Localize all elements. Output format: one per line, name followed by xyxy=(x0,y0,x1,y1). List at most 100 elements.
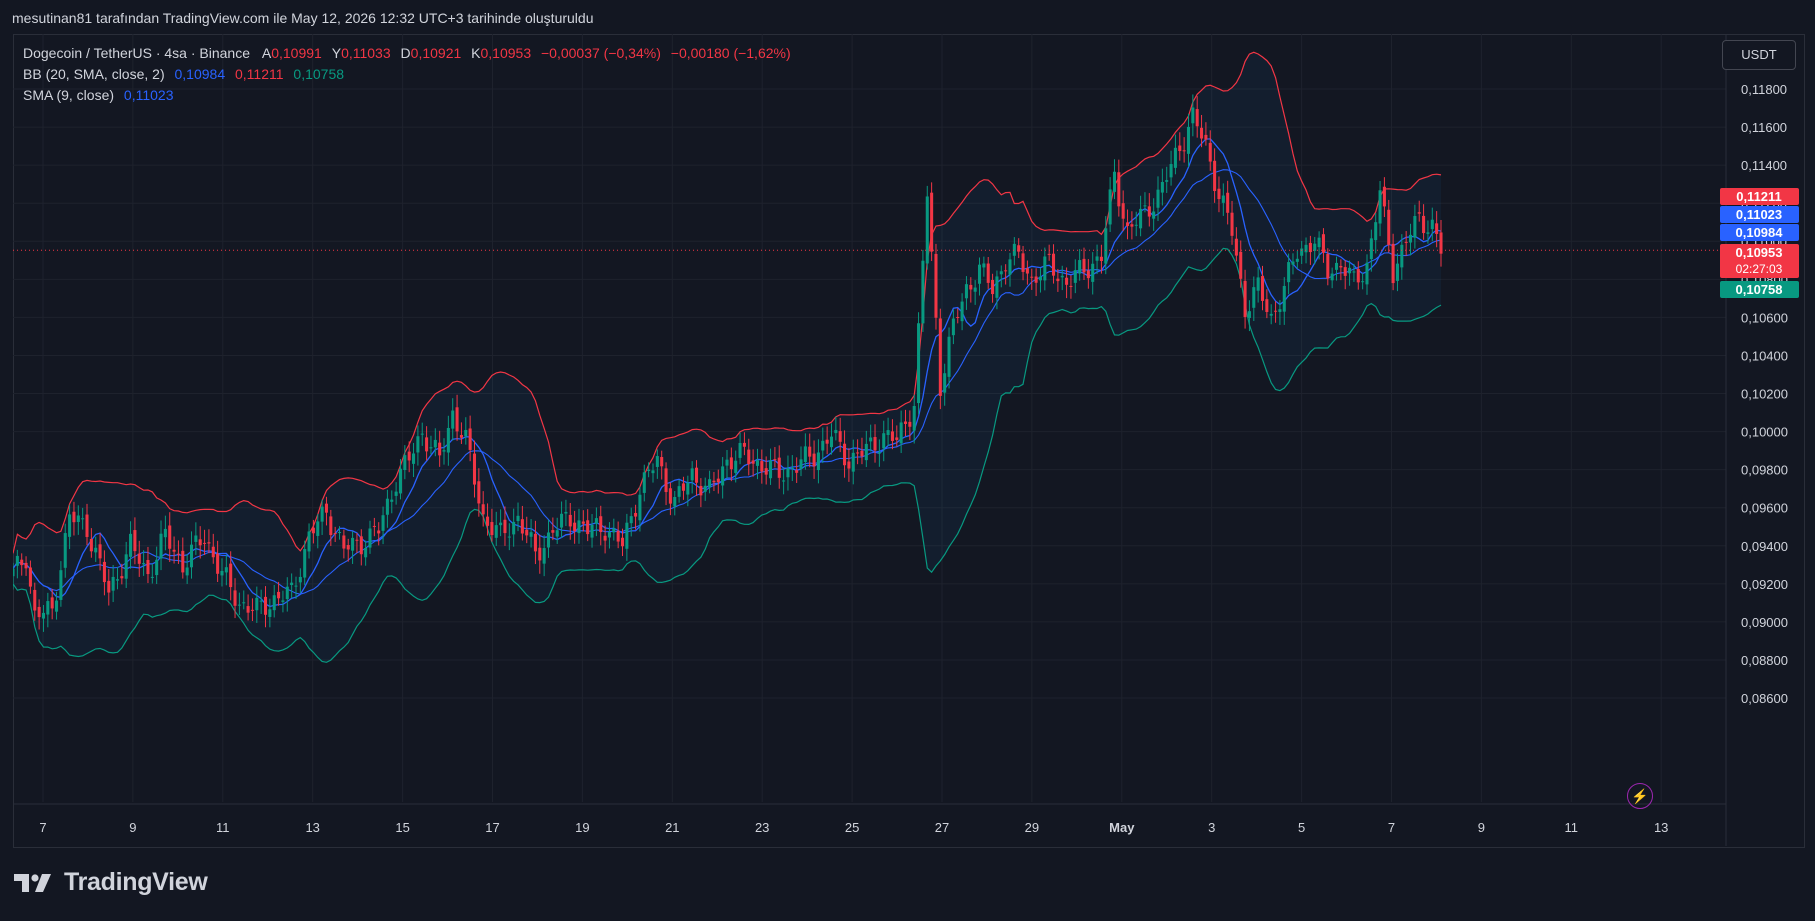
candle-body xyxy=(808,446,812,457)
candle-body xyxy=(1117,172,1121,207)
chart-caption: mesutinan81 tarafından TradingView.com i… xyxy=(12,10,594,26)
candle-body xyxy=(1195,109,1199,127)
candle-body xyxy=(1200,127,1204,139)
candle-body xyxy=(786,468,790,478)
candle-body xyxy=(416,436,420,453)
candle-body xyxy=(50,597,54,609)
candle-body xyxy=(155,559,159,576)
candle-body xyxy=(1426,232,1430,234)
candle-body xyxy=(1160,181,1164,193)
candle-body xyxy=(468,428,472,450)
candle-body xyxy=(303,549,307,578)
candle-body xyxy=(538,547,542,561)
candle-body xyxy=(115,579,120,581)
candle-body xyxy=(311,527,315,534)
candle-body xyxy=(259,600,263,602)
candle-body xyxy=(1391,243,1395,284)
candle-body xyxy=(107,580,111,593)
candle-body xyxy=(446,427,450,453)
candle-body xyxy=(1439,232,1443,254)
candle-body xyxy=(68,514,72,537)
candle-body xyxy=(403,455,407,471)
bb-upper-line xyxy=(13,51,1442,554)
legend-open-value: 0,10991 xyxy=(271,45,322,61)
candle-body xyxy=(233,590,237,606)
candle-body xyxy=(581,521,585,524)
candle-body xyxy=(120,576,124,579)
x-tick-label: 3 xyxy=(1208,820,1215,835)
lightning-icon[interactable]: ⚡ xyxy=(1627,783,1653,809)
candle-body xyxy=(94,547,98,553)
candle-body xyxy=(20,559,24,566)
candle-body xyxy=(956,316,960,318)
legend-sma-row[interactable]: SMA (9, close) 0,11023 xyxy=(23,87,174,103)
candle-body xyxy=(507,536,511,538)
candle-body xyxy=(1043,256,1047,281)
candle-body xyxy=(890,431,894,441)
candle-body xyxy=(1313,243,1317,251)
candle-body xyxy=(1152,211,1156,219)
candle-body xyxy=(98,544,102,559)
candle-body xyxy=(494,525,498,538)
candle-body xyxy=(934,253,938,318)
candle-body xyxy=(1260,276,1265,301)
candle-body xyxy=(1069,285,1073,287)
candle-body xyxy=(734,460,738,473)
candle-body xyxy=(712,480,716,483)
candle-body xyxy=(499,522,503,526)
candle-body xyxy=(455,407,459,432)
price-label-value: 0,11023 xyxy=(1736,207,1782,222)
candle-body xyxy=(607,532,611,538)
candle-body xyxy=(1404,241,1408,243)
candle-body xyxy=(1021,253,1025,272)
candle-body xyxy=(1147,206,1151,217)
candle-body xyxy=(1252,287,1256,308)
candle-body xyxy=(877,452,881,454)
candle-body xyxy=(133,530,137,552)
candle-body xyxy=(638,494,642,521)
candle-body xyxy=(725,459,729,466)
y-tick-label: 0,10600 xyxy=(1741,310,1788,325)
x-tick-label: 9 xyxy=(1478,820,1485,835)
candle-body xyxy=(486,516,490,526)
currency-button[interactable]: USDT xyxy=(1722,40,1796,70)
candle-body xyxy=(821,440,825,451)
candle-body xyxy=(189,544,194,568)
candle-body xyxy=(1317,237,1321,248)
candle-body xyxy=(163,528,167,538)
candle-body xyxy=(46,601,50,615)
candle-body xyxy=(1352,271,1356,273)
candle-body xyxy=(102,561,106,583)
candle-body xyxy=(520,519,524,534)
bb-lower-line xyxy=(13,247,1442,663)
candle-body xyxy=(1269,313,1273,316)
price-chart[interactable]: 0,118000,116000,114000,112000,110000,108… xyxy=(13,34,1803,846)
candle-body xyxy=(203,542,207,544)
candle-body xyxy=(634,513,638,517)
candle-body xyxy=(1343,267,1347,276)
candle-body xyxy=(747,449,751,465)
candle-body xyxy=(1334,262,1339,270)
legend-bb-row[interactable]: BB (20, SMA, close, 2) 0,10984 0,11211 0… xyxy=(23,66,344,82)
candle-body xyxy=(1186,126,1191,154)
candle-body xyxy=(664,468,668,493)
candle-body xyxy=(912,405,916,431)
tradingview-brand[interactable]: TradingView xyxy=(14,868,208,897)
brand-name: TradingView xyxy=(64,868,208,896)
candle-body xyxy=(263,596,268,615)
bb-basis-line xyxy=(13,169,1442,595)
candle-body xyxy=(1008,259,1012,275)
candle-body xyxy=(142,563,146,565)
candle-body xyxy=(1400,244,1404,268)
candle-body xyxy=(181,550,185,573)
candle-body xyxy=(1099,256,1103,262)
candle-body xyxy=(555,530,559,537)
candle-body xyxy=(1139,208,1143,229)
candle-body xyxy=(503,519,507,534)
candle-body xyxy=(1060,275,1064,278)
candle-body xyxy=(1121,203,1125,219)
candle-body xyxy=(995,276,999,298)
candle-body xyxy=(860,450,864,457)
candle-body xyxy=(342,535,346,549)
legend-symbol[interactable]: Dogecoin / TetherUS · 4sa · Binance xyxy=(23,45,250,61)
